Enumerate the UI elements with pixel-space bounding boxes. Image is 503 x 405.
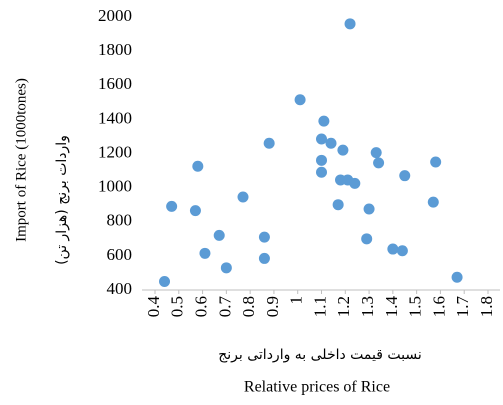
y-axis-title-fa: واردات برنج (هزار تن) <box>54 135 70 265</box>
point <box>363 203 375 215</box>
point <box>373 157 385 169</box>
point <box>192 160 204 172</box>
y-tick-label: 1400 <box>98 108 132 127</box>
x-tick-label: 1.4 <box>382 296 401 318</box>
point <box>316 133 327 145</box>
point <box>318 115 330 127</box>
y-tick-label: 2000 <box>98 6 132 25</box>
point <box>166 200 178 212</box>
point <box>430 156 442 168</box>
point <box>451 271 463 283</box>
x-tick-label: 0.6 <box>191 296 210 317</box>
point <box>349 177 361 189</box>
point <box>258 252 270 264</box>
point <box>344 18 356 30</box>
x-axis-title-fa: نسبت قیمت داخلی به وارداتی برنج <box>218 347 422 363</box>
point <box>199 247 211 259</box>
point <box>370 147 382 159</box>
point <box>332 199 344 211</box>
point <box>294 94 306 106</box>
x-tick-label: 0.5 <box>168 296 187 317</box>
point <box>387 243 399 255</box>
point <box>396 245 408 257</box>
x-tick-label: 1.2 <box>334 296 353 317</box>
y-tick-label: 600 <box>107 245 133 264</box>
x-tick-label: 1.6 <box>429 296 448 317</box>
y-axis-title: Import of Rice (1000tones) <box>13 78 29 242</box>
x-tick-label: 0.8 <box>239 296 258 317</box>
x-tick-label: 1.8 <box>477 296 496 317</box>
point <box>427 196 439 208</box>
y-tick-label: 1000 <box>98 177 132 196</box>
y-tick-label: 400 <box>107 279 133 298</box>
x-tick-label: 1.1 <box>310 296 329 317</box>
point <box>258 231 270 243</box>
point <box>220 262 232 274</box>
point <box>337 144 349 156</box>
x-tick-label: 0.4 <box>144 296 163 318</box>
point <box>399 170 411 182</box>
point <box>316 166 327 178</box>
point <box>237 191 249 203</box>
point <box>316 154 327 166</box>
point <box>325 137 337 149</box>
point <box>159 275 171 287</box>
x-tick-label: 1.3 <box>358 296 377 317</box>
x-tick-label: 1 <box>287 296 306 305</box>
x-tick-label: 0.9 <box>263 296 282 317</box>
point <box>189 205 201 217</box>
x-axis-title: Relative prices of Rice <box>244 379 390 396</box>
y-tick-label: 1200 <box>98 142 132 161</box>
point <box>361 233 373 245</box>
point <box>263 137 275 149</box>
x-tick-label: 1.7 <box>453 296 472 318</box>
point <box>213 229 225 241</box>
y-tick-label: 800 <box>107 211 133 230</box>
y-tick-label: 1600 <box>98 74 132 93</box>
x-tick-label: 0.7 <box>215 296 234 318</box>
x-tick-label: 1.5 <box>406 296 425 317</box>
y-tick-label: 1800 <box>98 40 132 59</box>
